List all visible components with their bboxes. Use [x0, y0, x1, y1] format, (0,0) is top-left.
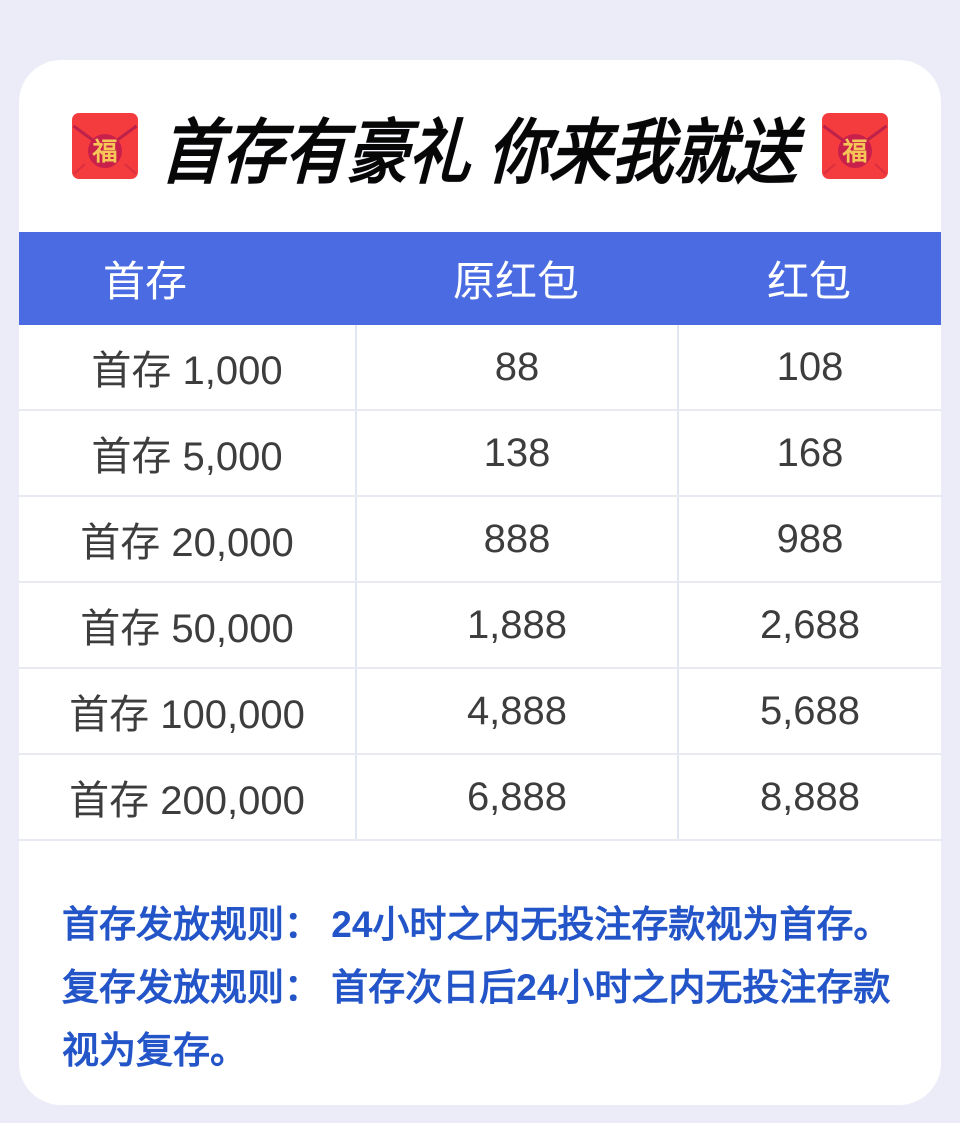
cell-deposit: 首存 20,000 — [80, 521, 294, 565]
cell-deposit: 首存 5,000 — [91, 435, 283, 479]
cell-deposit: 首存 50,000 — [80, 607, 294, 651]
fu-glyph: 福 — [92, 138, 118, 166]
red-envelope-icon: 福 — [821, 113, 888, 179]
cell-original-bonus: 4,888 — [355, 669, 677, 753]
cell-original-bonus: 1,888 — [355, 583, 677, 667]
cell-bonus: 2,688 — [677, 583, 941, 667]
table-body: 首存 1,000 88 108 首存 5,000 138 168 首存 20,0… — [19, 325, 941, 841]
fu-glyph: 福 — [841, 138, 867, 166]
table-header-row: 首存 原红包 红包 — [19, 232, 941, 325]
column-header-original-bonus: 原红包 — [452, 258, 579, 305]
cell-deposit: 首存 100,000 — [69, 693, 305, 737]
table-row: 首存 20,000 888 988 — [19, 497, 941, 583]
rule-line-redeposit: 复存发放规则： 首存次日后24小时之内无投注存款 — [62, 967, 891, 1008]
table-row: 首存 100,000 4,888 5,688 — [19, 669, 941, 755]
bonus-rules: 首存发放规则： 24小时之内无投注存款视为首存。 复存发放规则： 首存次日后24… — [19, 893, 941, 1082]
cell-bonus: 108 — [677, 325, 941, 409]
cell-bonus: 8,888 — [677, 755, 941, 839]
cell-original-bonus: 6,888 — [355, 755, 677, 839]
cell-bonus: 5,688 — [677, 669, 941, 753]
rule-line-first-deposit: 首存发放规则： 24小时之内无投注存款视为首存。 — [62, 904, 891, 945]
cell-deposit: 首存 1,000 — [91, 349, 283, 393]
rule-line-redeposit-2: 视为复存。 — [62, 1030, 247, 1071]
cell-original-bonus: 888 — [355, 497, 677, 581]
table-row: 首存 5,000 138 168 — [19, 411, 941, 497]
cell-original-bonus: 88 — [355, 325, 677, 409]
column-header-deposit: 首存 — [103, 258, 188, 305]
cell-bonus: 168 — [677, 411, 941, 495]
cell-bonus: 988 — [677, 497, 941, 581]
table-row: 首存 1,000 88 108 — [19, 325, 941, 411]
page-title: 首存有豪礼 你来我就送 — [159, 114, 801, 193]
column-header-bonus: 红包 — [766, 258, 851, 305]
promo-card: 福 首存有豪礼 你来我就送 福 首存 原红包 红包 首存 1,000 88 10… — [19, 60, 941, 1105]
red-envelope-icon: 福 — [72, 113, 139, 179]
table-row: 首存 50,000 1,888 2,688 — [19, 583, 941, 669]
cell-original-bonus: 138 — [355, 411, 677, 495]
table-row: 首存 200,000 6,888 8,888 — [19, 755, 941, 841]
title-row: 福 首存有豪礼 你来我就送 福 — [19, 60, 941, 193]
cell-deposit: 首存 200,000 — [69, 779, 305, 823]
